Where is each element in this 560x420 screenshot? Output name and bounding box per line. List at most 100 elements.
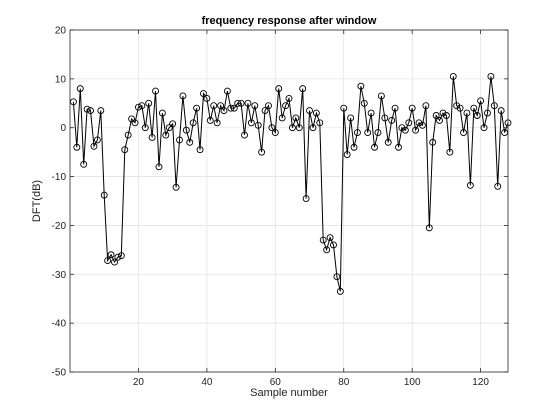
data-point [463,109,471,117]
data-point [158,109,166,117]
data-point [381,114,389,122]
data-point [134,103,142,111]
data-point [295,124,303,132]
data-point [436,116,444,124]
y-tick-label: 20 [55,26,67,37]
data-point [353,129,361,137]
data-point [213,119,221,127]
data-point [357,82,365,90]
data-point [162,131,170,139]
data-point [343,151,351,159]
data-point [395,143,402,151]
data-point [330,241,337,249]
data-point [456,104,464,112]
data-point [258,148,266,156]
data-point [408,104,416,112]
data-point [244,99,252,107]
data-point [449,72,457,80]
data-point [230,104,238,112]
data-point [432,112,440,119]
data-point [176,136,183,144]
data-point [241,131,248,139]
data-point [117,252,125,260]
data-point [179,92,187,100]
data-point [189,119,197,127]
plot-frame [69,29,509,373]
x-tick-label: 100 [404,377,421,388]
data-point [206,116,214,124]
x-tick-label: 20 [133,377,145,388]
data-point [152,87,159,95]
data-point [193,104,201,112]
data-point [210,102,218,110]
data-point [76,85,84,93]
data-point [265,102,272,110]
data-point [480,124,488,132]
data-point [364,129,372,137]
data-point [412,126,420,134]
data-point [384,138,392,146]
data-point [466,181,474,189]
data-point [271,129,279,137]
data-point [186,138,194,146]
data-point [217,102,225,110]
data-point [124,131,132,139]
data-point [405,119,413,127]
data-point [494,182,502,190]
data-point [69,98,77,106]
data-point [442,112,450,119]
series-polyline [72,76,509,292]
data-point [316,119,324,127]
data-point [200,90,207,97]
data-point [165,124,173,132]
data-point [350,143,358,151]
data-point [155,163,163,171]
data-point [367,109,375,117]
data-point [477,97,485,105]
data-point [422,102,430,110]
data-point [100,191,108,199]
data-point [220,107,228,115]
y-axis-label: DFT(dB) [31,180,43,222]
series-line [72,76,509,292]
y-tick-label: -30 [52,270,67,281]
data-point [97,107,105,115]
data-point [490,102,498,110]
data-point [299,85,307,93]
data-point [347,114,355,122]
data-point [169,120,177,128]
x-tick-label: 40 [201,377,213,388]
data-point [306,107,313,115]
data-point [312,109,320,117]
data-point [501,129,509,137]
series-markers [69,72,512,295]
data-point [302,195,310,203]
x-axis-label: Sample number [250,387,328,399]
y-tick-label: -20 [52,221,67,232]
data-point [285,94,293,102]
data-point [470,104,478,112]
data-point [138,102,146,110]
data-point [261,107,269,115]
chart-title: frequency response after window [202,15,377,27]
data-point [93,136,101,144]
data-point [83,105,91,113]
data-point [237,99,245,107]
data-point [172,183,180,191]
data-point [419,121,426,129]
data-point [319,236,327,244]
data-point [453,102,461,110]
data-point [340,104,348,112]
data-point [415,119,423,127]
data-point [497,107,505,115]
data-point [182,126,190,134]
data-point [104,257,112,265]
y-tick-label: -10 [52,172,67,183]
data-point [460,129,467,137]
data-point [73,143,81,151]
data-point [326,234,334,242]
data-point [336,287,344,295]
data-point [145,99,153,107]
data-point [377,92,385,100]
